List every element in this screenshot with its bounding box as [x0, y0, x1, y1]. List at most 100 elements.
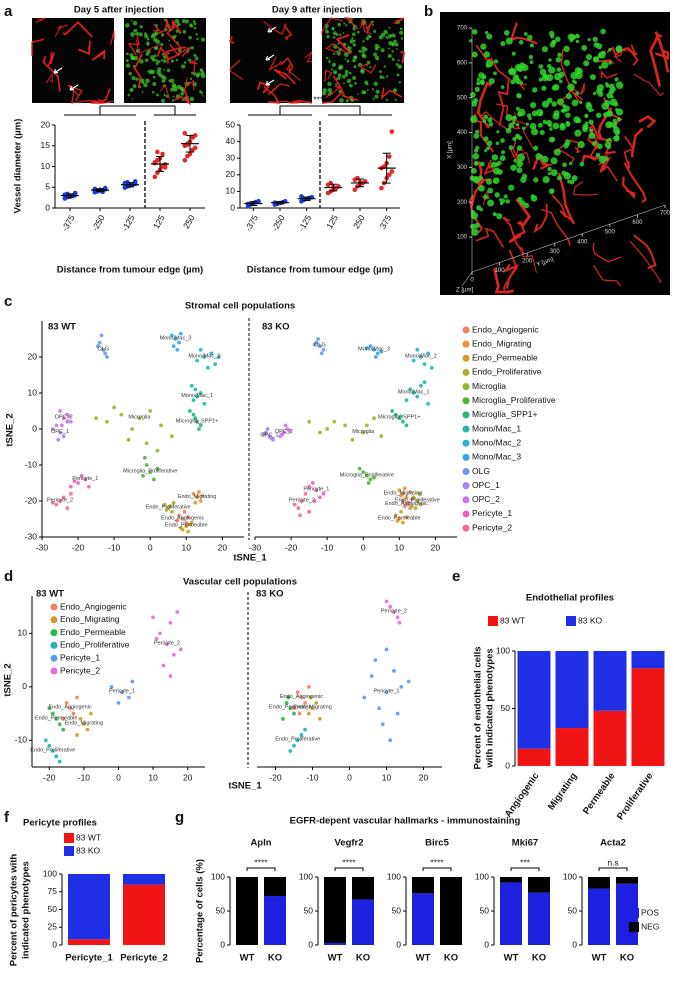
data-point	[61, 434, 66, 439]
micrograph-decor	[373, 52, 378, 57]
vessel-decor	[597, 59, 616, 64]
micrograph-decor	[229, 36, 235, 44]
x-tick-label: WT	[592, 953, 607, 964]
data-point	[61, 495, 66, 500]
vessel-decor	[631, 127, 644, 158]
cell-decor	[569, 161, 573, 166]
y-axis-label: indicated phenotypes	[21, 861, 32, 959]
cell-decor	[515, 106, 520, 111]
cell-decor	[494, 162, 500, 167]
micrograph-decor	[166, 68, 171, 73]
data-point	[288, 749, 293, 753]
data-point	[411, 358, 416, 363]
data-point	[303, 700, 307, 705]
micrograph-decor	[391, 50, 394, 53]
y-tick-label: 15	[41, 140, 51, 150]
cell-decor	[592, 141, 597, 146]
y-tick-label: 20	[28, 351, 38, 361]
micrograph-decor	[400, 37, 404, 40]
legend-swatch	[50, 603, 58, 611]
cell-decor	[547, 166, 552, 172]
micrograph-decor	[175, 58, 179, 62]
vessel-decor	[573, 181, 598, 196]
y-tick-label: 50	[501, 703, 511, 713]
micrograph-decor	[283, 24, 293, 41]
micrograph-decor	[322, 91, 343, 104]
cell-decor	[612, 118, 617, 123]
data-point	[187, 409, 192, 413]
data-point	[415, 347, 420, 352]
cell-decor	[508, 122, 515, 129]
micrograph-decor	[145, 78, 150, 84]
data-point	[68, 484, 73, 489]
micrograph-decor	[135, 39, 161, 55]
y-tick-label: 10	[28, 387, 38, 397]
cell-decor	[542, 176, 550, 184]
bar-segment	[264, 896, 286, 945]
data-point	[314, 700, 319, 705]
micrograph-decor	[193, 53, 197, 57]
micrograph-decor	[325, 28, 328, 30]
y-tick-label: 700	[660, 211, 671, 217]
data-point	[393, 513, 398, 518]
data-point	[399, 684, 404, 689]
data-point	[355, 175, 360, 181]
legend-swatch	[50, 616, 58, 624]
cell-decor	[487, 199, 495, 207]
cluster-label: Endo_Angiogenic	[280, 694, 323, 700]
cell-decor	[471, 228, 479, 236]
y-tick-label: 0	[220, 939, 225, 949]
cell-decor	[579, 161, 585, 167]
panel-letter: e	[452, 568, 460, 585]
data-point	[171, 652, 176, 657]
cell-decor	[487, 187, 494, 194]
cell-decor	[496, 213, 503, 220]
micrograph-decor	[130, 19, 133, 22]
x-tick-label: -20	[269, 772, 282, 782]
vessel-decor	[654, 31, 670, 73]
data-point	[262, 432, 266, 437]
data-point	[197, 490, 201, 494]
data-point	[404, 515, 409, 520]
cluster-label: Pericyte_1	[303, 487, 329, 493]
legend-label: Mono/Mac_3	[472, 452, 521, 462]
vessel-decor	[565, 138, 581, 154]
data-point	[395, 615, 400, 620]
data-point	[105, 419, 109, 424]
cell-decor	[541, 100, 550, 108]
data-point	[318, 717, 322, 721]
y-tick-label: 50	[568, 905, 578, 915]
significance: n.s	[607, 857, 618, 867]
micrograph-decor	[385, 98, 388, 102]
data-point	[307, 509, 312, 514]
cell-decor	[581, 44, 588, 51]
micrograph-decor	[171, 99, 175, 102]
micrograph-decor	[156, 93, 159, 97]
vessel-decor	[551, 194, 572, 221]
y-axis-label: with indicated phenotypes	[485, 648, 496, 768]
data-point	[198, 423, 203, 428]
error-bar	[276, 201, 284, 205]
data-point	[173, 337, 178, 341]
micrograph-decor	[180, 91, 184, 96]
data-point	[417, 491, 422, 496]
bar-segment	[68, 874, 110, 940]
data-point	[50, 711, 55, 716]
cell-decor	[585, 103, 593, 111]
cluster-label: Endo_Angiogenic	[48, 705, 91, 711]
data-point	[191, 491, 196, 496]
error-bar	[302, 196, 311, 201]
cell-decor	[605, 139, 609, 143]
data-point	[72, 190, 78, 196]
cell-decor	[520, 176, 527, 183]
micrograph-decor	[335, 34, 352, 55]
legend-swatch	[462, 340, 470, 348]
micrograph-decor	[361, 46, 366, 51]
data-point	[316, 337, 321, 341]
data-point	[68, 419, 73, 424]
cell-decor	[493, 71, 497, 76]
data-point	[343, 423, 348, 428]
data-point	[310, 481, 315, 485]
cluster-label: Pericyte_1	[109, 689, 135, 695]
legend-swatch	[462, 425, 470, 433]
